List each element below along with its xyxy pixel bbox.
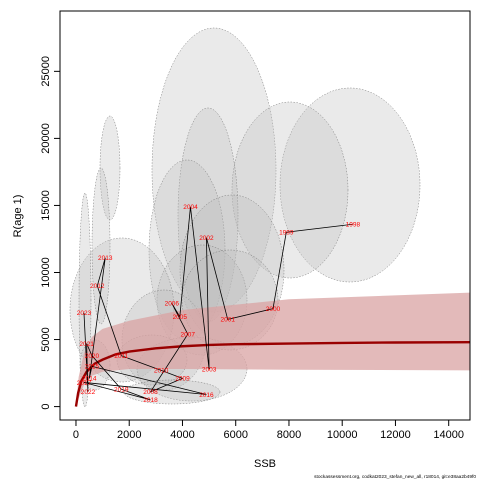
y-tick-label: 0: [40, 404, 52, 410]
confidence-ellipse: [123, 379, 221, 405]
y-tick-label: 25000: [40, 56, 52, 87]
year-label-2001: 2001: [220, 317, 235, 324]
y-axis: 0 5000 10000 15000 20000 25000: [40, 56, 61, 410]
year-label-2021: 2021: [79, 341, 94, 348]
year-label-1998: 1998: [346, 222, 361, 229]
y-tick-label: 15000: [40, 190, 52, 221]
year-label-2005: 2005: [173, 314, 188, 321]
year-label-2003: 2003: [202, 366, 217, 373]
y-axis-title: R(age 1): [12, 195, 24, 238]
year-label-2016: 2016: [199, 392, 214, 399]
year-label-2019: 2019: [114, 386, 129, 393]
year-label-2002: 2002: [199, 235, 214, 242]
x-tick-label: 14000: [433, 429, 464, 441]
fit-confidence-band: [75, 292, 470, 407]
confidence-ellipse: [231, 101, 349, 279]
year-label-2017: 2017: [77, 380, 92, 387]
year-label-2020: 2020: [85, 353, 100, 360]
year-label-2022: 2022: [81, 389, 96, 396]
confidence-ellipse: [91, 167, 111, 325]
fit-curve: [74, 341, 471, 407]
year-label-2018: 2018: [143, 397, 158, 404]
x-tick-label: 12000: [380, 429, 411, 441]
confidence-ellipse: [177, 107, 239, 323]
year-label-2007: 2007: [181, 331, 196, 338]
year-labels: 1998 1999 2000 2001 2002 2003 2004 2005 2006 2007…: [77, 204, 361, 404]
x-tick-label: 8000: [277, 429, 301, 441]
confidence-ellipse: [99, 115, 121, 221]
year-trajectory-line: [83, 206, 353, 401]
year-label-2012: 2012: [90, 283, 105, 290]
year-label-2011: 2011: [114, 353, 128, 360]
year-label-2014: 2014: [82, 376, 97, 383]
x-tick-label: 6000: [223, 429, 247, 441]
x-tick-label: 0: [73, 429, 79, 441]
year-label-2023: 2023: [77, 310, 92, 317]
confidence-ellipses: [69, 27, 421, 408]
y-tick-label: 5000: [40, 327, 52, 351]
year-label-2013: 2013: [98, 255, 113, 262]
y-tick-label: 10000: [40, 257, 52, 288]
year-label-1999: 1999: [279, 230, 294, 237]
x-axis: 0 2000 4000 6000 8000 10000 12000 14000: [73, 419, 464, 441]
year-label-2010: 2010: [154, 368, 169, 375]
x-axis-title: SSB: [254, 458, 276, 470]
confidence-ellipse: [148, 159, 226, 341]
year-label-2015: 2015: [85, 364, 100, 371]
y-tick-label: 20000: [40, 123, 52, 154]
x-tick-label: 10000: [327, 429, 358, 441]
year-label-2006: 2006: [165, 301, 180, 308]
year-label-2000: 2000: [266, 306, 281, 313]
year-label-2008: 2008: [143, 389, 158, 396]
x-tick-label: 2000: [117, 429, 141, 441]
x-tick-label: 4000: [170, 429, 194, 441]
credit-text: stockassessment.org, codkat2023_stefan_n…: [314, 474, 476, 480]
year-label-2004: 2004: [183, 204, 198, 211]
confidence-ellipse: [279, 87, 421, 283]
year-label-2009: 2009: [175, 376, 190, 383]
